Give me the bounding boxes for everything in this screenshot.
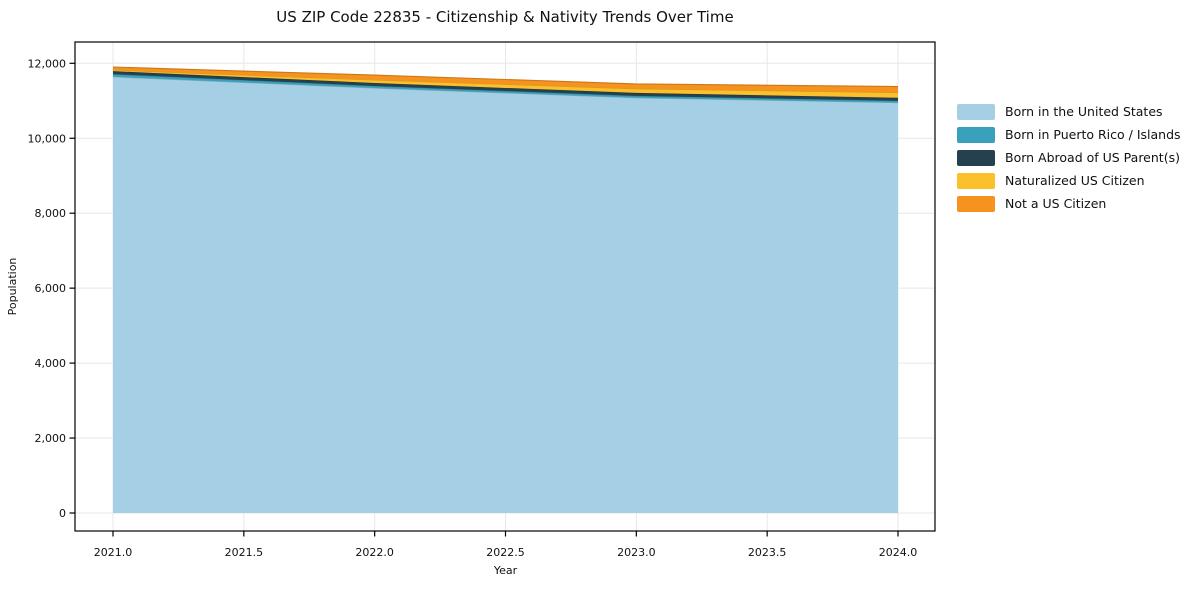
y-tick-label: 12,000 <box>28 57 67 70</box>
legend-label: Not a US Citizen <box>1005 196 1107 211</box>
y-tick-label: 8,000 <box>35 207 67 220</box>
y-tick-label: 10,000 <box>28 132 67 145</box>
x-tick-label: 2023.5 <box>748 546 787 559</box>
x-tick-label: 2024.0 <box>879 546 918 559</box>
area-series-0 <box>113 76 898 513</box>
legend-swatch-icon <box>957 103 995 120</box>
area-series-2 <box>113 71 898 101</box>
legend-item: Born in Puerto Rico / Islands <box>957 123 1181 146</box>
legend-item: Born Abroad of US Parent(s) <box>957 146 1181 169</box>
legend-item: Naturalized US Citizen <box>957 169 1181 192</box>
y-tick-label: 2,000 <box>35 432 67 445</box>
legend-swatch-icon <box>957 195 995 212</box>
x-axis-label: Year <box>493 564 518 577</box>
x-tick-label: 2022.5 <box>486 546 525 559</box>
x-tick-label: 2022.0 <box>355 546 394 559</box>
x-tick-label: 2021.5 <box>225 546 264 559</box>
y-axis-label: Population <box>6 258 19 316</box>
legend-swatch-icon <box>957 126 995 143</box>
legend: Born in the United States Born in Puerto… <box>957 100 1181 215</box>
legend-label: Born in Puerto Rico / Islands <box>1005 127 1181 142</box>
legend-swatch-icon <box>957 149 995 166</box>
legend-label: Naturalized US Citizen <box>1005 173 1145 188</box>
legend-label: Born Abroad of US Parent(s) <box>1005 150 1180 165</box>
chart-title: US ZIP Code 22835 - Citizenship & Nativi… <box>276 8 734 26</box>
legend-item: Born in the United States <box>957 100 1181 123</box>
y-tick-label: 4,000 <box>35 357 67 370</box>
plot-area: 2021.0 2021.5 2022.0 2022.5 2023.0 2023.5 2024… <box>6 41 936 577</box>
y-tick-label: 0 <box>59 507 66 520</box>
x-tick-label: 2023.0 <box>617 546 656 559</box>
area-edge-4 <box>112 66 899 88</box>
legend-swatch-icon <box>957 172 995 189</box>
x-tick-label: 2021.0 <box>94 546 133 559</box>
area-series-3 <box>113 70 898 98</box>
legend-item: Not a US Citizen <box>957 192 1181 215</box>
y-tick-label: 6,000 <box>35 282 67 295</box>
legend-label: Born in the United States <box>1005 104 1163 119</box>
